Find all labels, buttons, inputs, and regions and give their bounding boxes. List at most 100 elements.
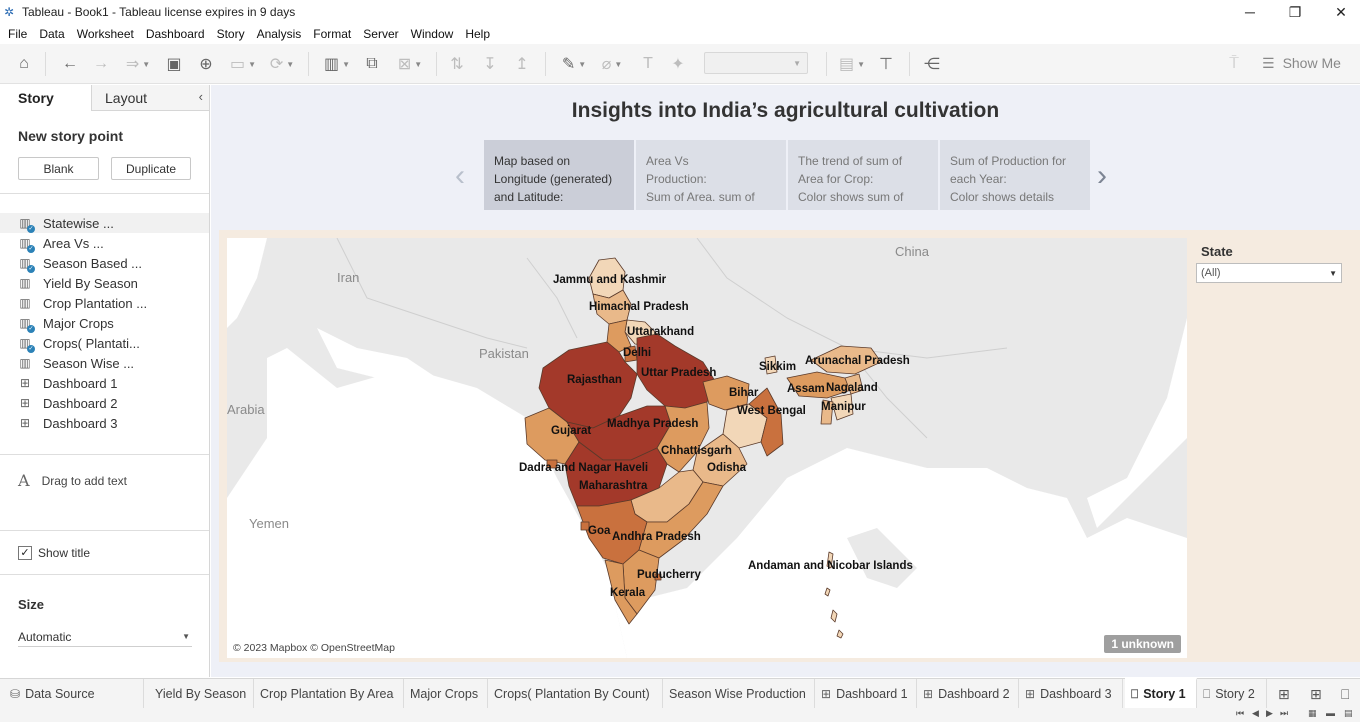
story-point-2[interactable]: Area Vs Production: Sum of Area. sum of [636, 140, 786, 210]
menu-server[interactable]: Server [363, 27, 399, 41]
state-west-bengal[interactable] [748, 387, 784, 457]
last-sheet-icon[interactable]: ⏭ [1280, 708, 1289, 718]
tab-major-crops[interactable]: Major Crops [404, 679, 488, 709]
menu-file[interactable]: File [8, 27, 28, 41]
blank-button[interactable]: Blank [18, 157, 99, 180]
sheet-list-item[interactable]: ⊞ Dashboard 3 [0, 413, 209, 433]
home-icon[interactable]: ⌂ [19, 55, 29, 72]
menu-worksheet[interactable]: Worksheet [76, 27, 134, 41]
show-sheet-sorter-icon[interactable]: ▬ [1326, 708, 1335, 718]
next-sheet-icon[interactable]: ▶ [1266, 708, 1273, 718]
story-point-1[interactable]: Map based on Longitude (generated) and L… [484, 140, 634, 210]
show-mark-labels-icon[interactable]: T [643, 55, 653, 72]
state-sikkim[interactable] [764, 355, 778, 375]
state-filter-dropdown[interactable]: (All) ▼ [1196, 263, 1342, 283]
tab-crops-plantation-by-count[interactable]: Crops( Plantation By Count) [488, 679, 663, 709]
sheet-list-item[interactable]: ▥ ✓ Crops( Plantati... [0, 333, 209, 353]
state-chhattisgarh[interactable] [656, 401, 710, 473]
format-painter-icon[interactable]: ⍑ [1229, 55, 1239, 72]
refresh-icon[interactable]: ⟳ ▼ [269, 56, 295, 73]
duplicate-sheet-icon[interactable]: ⧉ [366, 55, 378, 72]
state-puducherry[interactable] [654, 573, 662, 581]
previous-story-point-arrow-icon[interactable]: ‹ [455, 159, 465, 192]
new-dashboard-tab-icon[interactable]: ⊞ [1310, 686, 1322, 702]
story-point-3[interactable]: The trend of sum of Area for Crop: Color… [788, 140, 938, 210]
sheet-list-item[interactable]: ▥ ✓ Season Based ... [0, 253, 209, 273]
tab-dashboard-3[interactable]: ⊞ Dashboard 3 [1019, 679, 1123, 709]
menu-help[interactable]: Help [465, 27, 490, 41]
sheet-list-item[interactable]: ▥ Season Wise ... [0, 353, 209, 373]
menu-data[interactable]: Data [39, 27, 65, 41]
state-kerala[interactable] [604, 559, 638, 625]
restore-button[interactable]: ❐ [1288, 3, 1302, 20]
drag-to-add-text[interactable]: A Drag to add text [18, 471, 127, 490]
show-me-button[interactable]: ☰ Show Me [1262, 52, 1341, 74]
sort-ascending-icon[interactable]: ↧ [483, 56, 497, 73]
tab-yield-by-season[interactable]: Yield By Season [149, 679, 254, 709]
state-himachal-pradesh[interactable] [592, 289, 632, 325]
sheet-list-item[interactable]: ▥ ✓ Statewise ... [0, 213, 209, 233]
sort-descending-icon[interactable]: ↥ [515, 56, 529, 73]
show-filmstrip-icon[interactable]: ▦ [1308, 708, 1317, 718]
sheet-list-item[interactable]: ▥ ✓ Area Vs ... [0, 233, 209, 253]
first-sheet-icon[interactable]: ⏮ [1236, 708, 1245, 718]
show-title-checkbox[interactable]: ✓ Show title [18, 546, 90, 560]
unknown-values-badge[interactable]: 1 unknown [1104, 635, 1181, 653]
fit-size-dropdown[interactable]: ▼ [704, 52, 808, 74]
tab-story-1[interactable]: ⎕ Story 1 [1125, 678, 1197, 708]
india-state-map[interactable]: China Iran Pakistan Arabia Yemen Jammu a… [227, 238, 1187, 658]
menu-window[interactable]: Window [410, 27, 454, 41]
duplicate-button[interactable]: Duplicate [111, 157, 191, 180]
tab-dashboard-2[interactable]: ⊞ Dashboard 2 [917, 679, 1019, 709]
state-mizoram-tripura[interactable] [820, 399, 834, 425]
clear-sheet-icon[interactable]: ⊠ ▼ [397, 56, 423, 73]
new-worksheet-icon[interactable]: ▥ ▼ [323, 56, 351, 73]
sheet-list-item[interactable]: ▥ Crop Plantation ... [0, 293, 209, 313]
state-goa[interactable] [580, 521, 590, 531]
tab-season-wise-production[interactable]: Season Wise Production [663, 679, 815, 709]
close-button[interactable]: ✕ [1335, 3, 1347, 20]
tab-story-2[interactable]: ⎕ Story 2 [1197, 679, 1267, 709]
state-bihar[interactable] [702, 375, 750, 411]
next-story-point-arrow-icon[interactable]: › [1097, 159, 1107, 192]
show-tabs-icon[interactable]: ▤ [1344, 708, 1353, 718]
new-worksheet-tab-icon[interactable]: ⊞ [1278, 686, 1290, 702]
sheet-list-item[interactable]: ⊞ Dashboard 2 [0, 393, 209, 413]
state-manipur[interactable] [830, 393, 854, 421]
sheet-list-item[interactable]: ⊞ Dashboard 1 [0, 373, 209, 393]
size-dropdown[interactable]: Automatic ▼ [18, 627, 192, 647]
collapse-pane-icon[interactable]: ‹ [198, 89, 203, 104]
tab-layout[interactable]: Layout ‹ [92, 85, 209, 110]
group-members-icon[interactable]: ⌀ ▼ [601, 56, 623, 73]
swap-rows-columns-icon[interactable]: ⇅ [450, 56, 464, 73]
state-andaman-nicobar[interactable] [824, 551, 844, 639]
new-data-source-icon[interactable]: ⊕ [199, 56, 213, 73]
tab-dashboard-1[interactable]: ⊞ Dashboard 1 [815, 679, 917, 709]
fix-axes-icon[interactable]: ✦ [671, 56, 685, 73]
menu-story[interactable]: Story [216, 27, 245, 41]
minimize-button[interactable]: ─ [1245, 4, 1255, 20]
highlight-icon[interactable]: ✎ ▼ [561, 56, 587, 73]
state-nagaland[interactable] [844, 373, 864, 395]
state-arunachal-pradesh[interactable] [810, 345, 882, 375]
presentation-mode-icon[interactable]: ⊤ [879, 56, 893, 73]
previous-sheet-icon[interactable]: ◀ [1252, 708, 1259, 718]
fit-icon[interactable]: ▤ ▼ [838, 56, 866, 73]
menu-analysis[interactable]: Analysis [256, 27, 302, 41]
sheet-list-item[interactable]: ▥ Yield By Season [0, 273, 209, 293]
replay-icon[interactable]: ⇒ ▼ [125, 56, 151, 73]
menu-format[interactable]: Format [313, 27, 352, 41]
story-point-4[interactable]: Sum of Production for each Year: Color s… [940, 140, 1090, 210]
map-attribution[interactable]: © 2023 Mapbox © OpenStreetMap [231, 642, 397, 654]
new-story-tab-icon[interactable]: ⎕ [1341, 686, 1350, 702]
save-icon[interactable]: ▣ [166, 56, 182, 73]
share-icon[interactable]: ⋲ [924, 56, 940, 73]
redo-icon[interactable]: → [93, 55, 109, 72]
tab-story[interactable]: Story [0, 85, 92, 111]
state-maharashtra[interactable] [564, 441, 668, 507]
sheet-list-item[interactable]: ▥ ✓ Major Crops [0, 313, 209, 333]
menu-dashboard[interactable]: Dashboard [145, 27, 205, 41]
state-dadra-nagar-haveli[interactable] [546, 459, 558, 469]
undo-icon[interactable]: ← [62, 55, 78, 72]
tab-data-source[interactable]: ⛁ Data Source [0, 679, 144, 709]
